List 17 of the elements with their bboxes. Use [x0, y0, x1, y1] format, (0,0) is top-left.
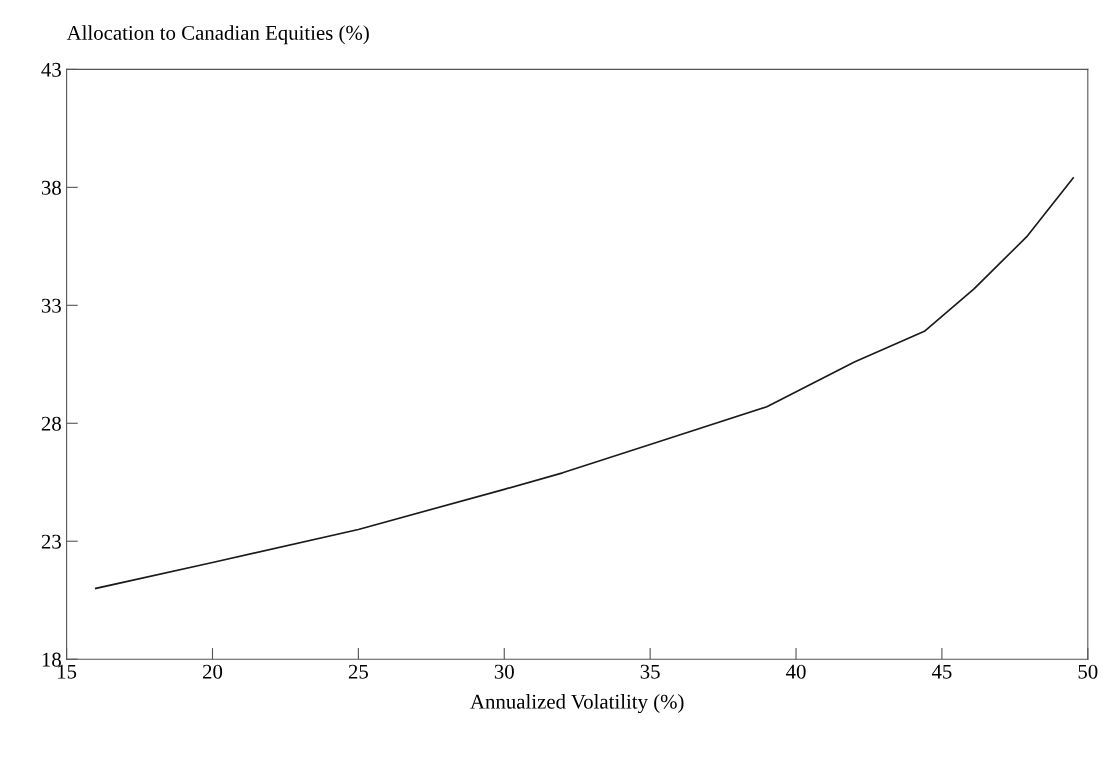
x-tick-label: 50: [1078, 664, 1098, 679]
y-tick-label: 23: [41, 534, 61, 549]
y-tick-label: 43: [41, 62, 61, 77]
x-tick-label: 30: [494, 664, 514, 679]
x-tick-label: 20: [202, 664, 223, 679]
y-tick-label: 33: [41, 298, 61, 313]
x-tick-label: 45: [931, 664, 952, 679]
x-tick-label: 25: [348, 664, 368, 679]
x-tick-label: 35: [640, 664, 660, 679]
y-tick-label: 18: [42, 652, 61, 667]
x-axis-title: Annualized Volatility (%): [470, 694, 684, 714]
line-series: [94, 177, 1075, 590]
y-axis-title: Allocation to Canadian Equities (%): [66, 25, 369, 45]
x-tick-label: 15: [58, 664, 77, 679]
y-tick-label: 28: [41, 416, 61, 431]
y-tick-label: 38: [41, 180, 61, 195]
x-tick-label: 40: [786, 664, 806, 679]
